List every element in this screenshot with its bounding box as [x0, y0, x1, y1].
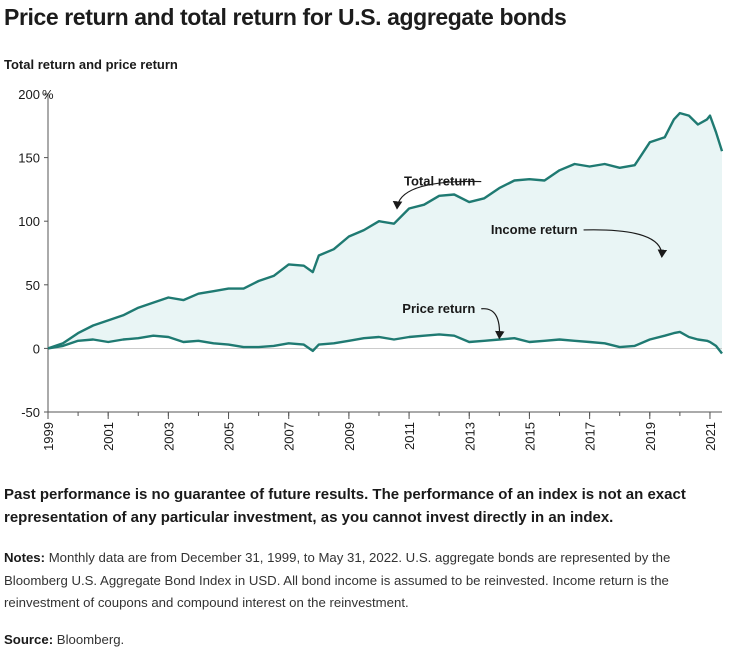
price-return-label: Price return: [402, 301, 475, 316]
source-text: Bloomberg.: [53, 632, 125, 647]
x-tick-label: 2019: [643, 422, 658, 451]
y-tick-label: -50: [21, 405, 40, 420]
y-tick-label: 50: [26, 278, 40, 293]
x-tick-label: 2013: [462, 422, 477, 451]
x-tick-label: 1999: [41, 422, 56, 451]
line-chart: -50 0 50 100 150 200 % 1999 2001 2003 2005 2007 2009…: [18, 87, 724, 451]
source-label: Source:: [4, 632, 54, 647]
chart-axes: -50 0 50 100 150 200 % 1999 2001 2003 2005 2007 2009…: [18, 87, 722, 451]
chart-title: Total return and price return: [4, 57, 178, 72]
income-return-area: [48, 113, 722, 354]
x-tick-label: 2001: [101, 422, 116, 451]
price-return-arrow: [481, 308, 505, 340]
x-tick-label: 2021: [703, 422, 718, 451]
y-tick-label: 200: [18, 87, 40, 102]
x-tick-label: 2005: [222, 422, 237, 451]
y-unit-label: %: [42, 87, 54, 102]
total-return-label: Total return: [404, 174, 475, 189]
x-tick-label: 2017: [583, 422, 598, 451]
x-tick-label: 2015: [522, 422, 537, 451]
x-tick-label: 2009: [342, 422, 357, 451]
income-return-arrow: [583, 229, 668, 259]
notes-text: Monthly data are from December 31, 1999,…: [4, 550, 671, 610]
total-return-arrow: [392, 180, 482, 210]
price-return-line: [47, 330, 723, 355]
y-tick-label: 150: [18, 151, 40, 166]
x-tick-label: 2003: [161, 422, 176, 451]
y-tick-label: 100: [18, 214, 40, 229]
page-title: Price return and total return for U.S. a…: [4, 4, 567, 30]
x-tick-label: 2007: [282, 422, 297, 451]
notes-label: Notes:: [4, 550, 46, 565]
total-return-line: [47, 111, 724, 350]
source: Source: Bloomberg.: [4, 632, 124, 647]
y-tick-label: 0: [33, 341, 40, 356]
x-tick-label: 2011: [402, 422, 417, 450]
notes: Notes: Monthly data are from December 31…: [4, 547, 726, 615]
chart-annotations: Total return Income return Price return: [392, 174, 668, 340]
disclaimer: Past performance is no guarantee of futu…: [4, 486, 686, 526]
income-return-label: Income return: [491, 222, 578, 237]
